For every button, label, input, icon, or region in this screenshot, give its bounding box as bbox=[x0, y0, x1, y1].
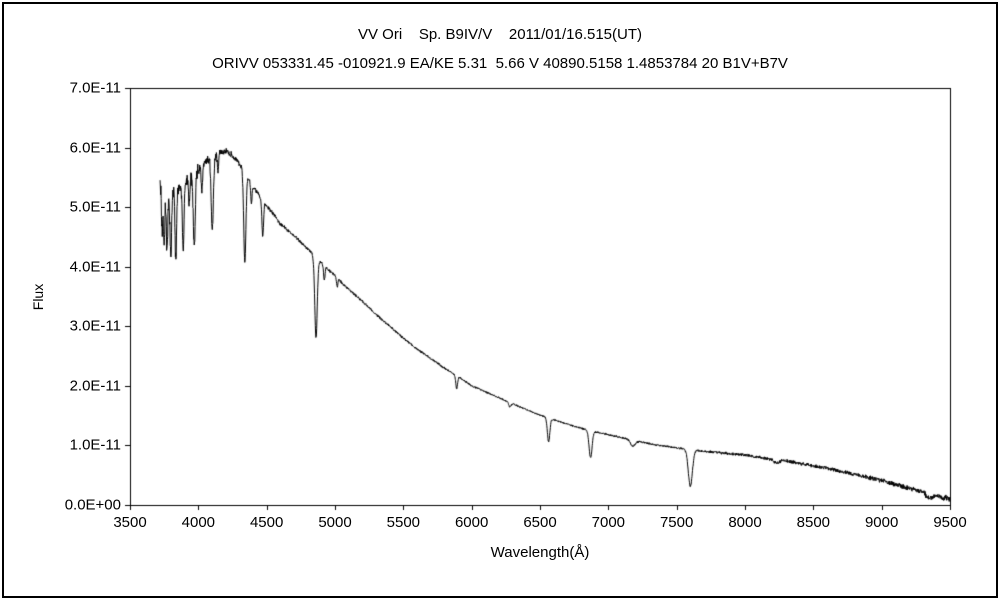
x-tick-label: 9000 bbox=[864, 514, 899, 531]
chart-subtitle: ORIVV 053331.45 -010921.9 EA/KE 5.31 5.6… bbox=[212, 55, 788, 72]
y-tick-label: 1.0E-11 bbox=[69, 436, 121, 454]
x-tick-label: 8500 bbox=[796, 514, 831, 531]
y-tick-label: 3.0E-11 bbox=[69, 317, 121, 335]
x-axis-label: Wavelength(Å) bbox=[490, 544, 590, 561]
y-tick-label: 7.0E-11 bbox=[69, 79, 121, 97]
x-tick-label: 7500 bbox=[659, 514, 694, 531]
x-tick-label: 9500 bbox=[933, 514, 967, 531]
x-tick-label: 3500 bbox=[113, 514, 147, 531]
x-tick-label: 5500 bbox=[386, 514, 421, 531]
y-tick-label: 2.0E-11 bbox=[69, 377, 121, 395]
x-tick-label: 7000 bbox=[591, 514, 626, 531]
y-tick-label: 6.0E-11 bbox=[69, 139, 121, 157]
chart-title: VV Ori Sp. B9IV/V 2011/01/16.515(UT) bbox=[357, 26, 643, 43]
y-axis-label: Flux bbox=[30, 283, 46, 311]
x-tick-label: 6500 bbox=[523, 514, 557, 531]
y-tick-label: 0.0E+00 bbox=[64, 496, 121, 514]
x-tick-label: 8000 bbox=[728, 514, 762, 531]
x-tick-label: 5000 bbox=[318, 514, 352, 531]
x-tick-label: 4000 bbox=[181, 514, 216, 531]
y-tick-label: 5.0E-11 bbox=[69, 198, 121, 216]
x-tick-label: 6000 bbox=[454, 514, 489, 531]
y-tick-label: 4.0E-11 bbox=[69, 258, 121, 276]
x-tick-label: 4500 bbox=[249, 514, 284, 531]
